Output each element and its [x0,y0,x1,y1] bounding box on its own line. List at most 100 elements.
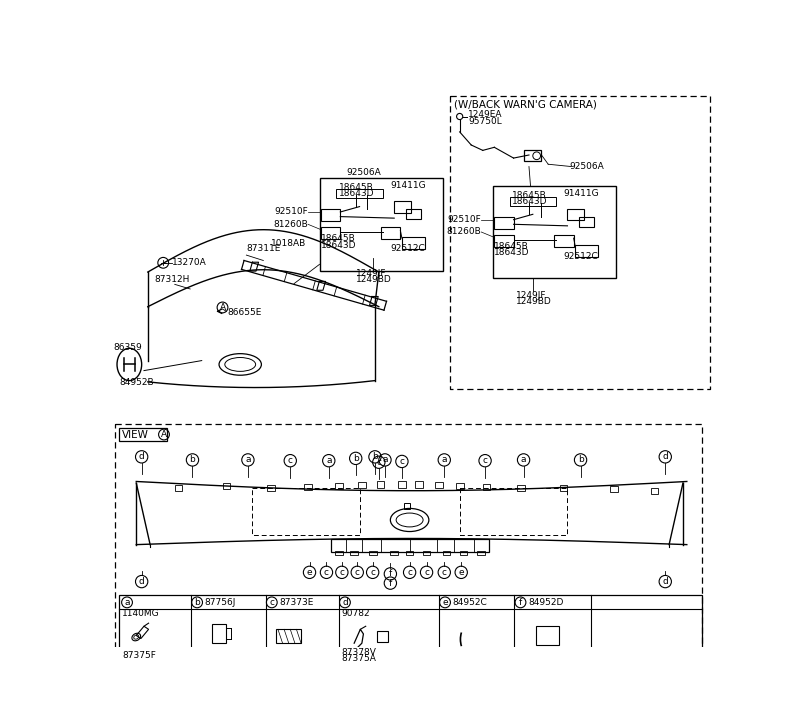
Text: e: e [458,568,464,577]
Text: 92510F: 92510F [447,215,481,224]
Bar [483,483,490,490]
Bar [555,235,574,246]
Text: 18645B: 18645B [339,182,374,192]
Text: 86655E: 86655E [227,308,261,318]
Bar [456,483,464,489]
Text: 84952C: 84952C [453,598,488,607]
Text: c: c [376,458,381,467]
Text: a: a [520,455,526,465]
Text: a: a [383,455,387,465]
Text: b: b [194,598,200,607]
Bar [422,551,430,555]
Bar [222,483,230,489]
Bar [381,228,400,239]
Text: 90782: 90782 [342,609,371,619]
Bar [406,209,421,219]
Bar [335,551,343,555]
Text: 95750L: 95750L [468,116,502,126]
Bar [406,551,414,555]
Text: A: A [161,430,167,439]
Text: 87756J: 87756J [205,598,236,607]
Bar [395,201,411,213]
Bar [321,228,340,239]
Text: 91411G: 91411G [563,189,599,198]
Bar [402,238,425,249]
Text: d: d [662,577,668,586]
Bar [213,624,226,643]
Text: 81260B: 81260B [446,228,481,236]
Bar [435,482,442,489]
Text: 92512C: 92512C [563,252,599,261]
Text: 18643D: 18643D [321,241,356,249]
Text: 92506A: 92506A [570,162,605,171]
Text: 87312H: 87312H [154,276,190,284]
Text: 1018AB: 1018AB [271,239,306,248]
Bar [493,186,616,278]
Text: c: c [482,456,488,465]
Bar [277,630,301,643]
Bar [536,626,559,645]
Text: 18645B: 18645B [494,242,529,251]
Bar [442,551,450,555]
Text: f: f [519,598,522,607]
Text: c: c [288,456,292,465]
Text: 84952B: 84952B [120,377,154,387]
Bar [336,189,383,198]
Text: c: c [324,568,329,577]
Bar [404,503,410,509]
Bar [369,551,376,555]
Text: f: f [389,569,392,579]
Text: c: c [340,568,344,577]
Bar [524,150,540,161]
Text: c: c [269,598,274,607]
Text: 18643D: 18643D [512,197,548,206]
Text: f: f [389,579,392,587]
Bar [477,551,485,555]
Text: d: d [342,598,347,607]
Text: c: c [355,568,359,577]
Text: 87373E: 87373E [280,598,314,607]
Bar [575,245,599,257]
Bar [358,482,366,489]
Text: 1249JF: 1249JF [355,269,387,278]
Bar [377,631,388,642]
Text: b: b [190,455,195,465]
Text: A: A [219,303,226,312]
Bar [415,481,422,488]
Text: VIEW: VIEW [123,430,149,440]
Bar [398,481,406,488]
Bar [120,595,702,657]
Text: 92512C: 92512C [391,244,425,254]
Bar [120,427,167,441]
Text: c: c [424,568,429,577]
Bar [579,217,595,227]
Text: c: c [370,568,375,577]
Text: 1249EA: 1249EA [468,111,503,119]
Text: 1140MG: 1140MG [123,609,160,619]
Text: b: b [578,455,583,465]
Text: 87311E: 87311E [246,244,281,254]
Bar [331,539,489,552]
Text: 81260B: 81260B [273,220,308,229]
Text: 87375F: 87375F [123,651,156,660]
Text: 18643D: 18643D [494,249,530,257]
Text: b: b [372,452,378,462]
Text: 13270A: 13270A [171,257,206,267]
Text: e: e [307,568,312,577]
Text: c: c [407,568,412,577]
Text: 86359: 86359 [113,343,142,352]
Bar [320,178,442,270]
Bar [567,209,584,220]
Bar [510,196,556,206]
Text: 92506A: 92506A [346,168,381,177]
Text: d: d [139,452,144,462]
Text: 87375A: 87375A [342,654,377,663]
Text: 84952D: 84952D [528,598,563,607]
Text: a: a [326,456,332,465]
Bar [494,217,513,229]
Bar [391,551,398,555]
Bar [559,486,567,491]
Bar [321,209,340,221]
Text: 1249BD: 1249BD [516,297,552,306]
Bar [610,486,618,492]
